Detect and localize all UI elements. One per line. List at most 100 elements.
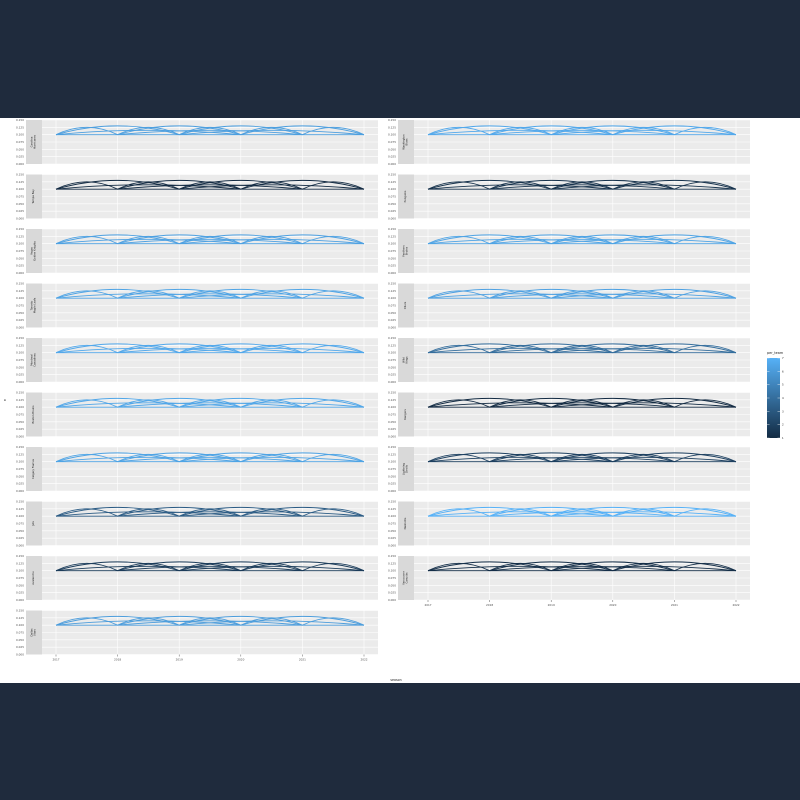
season-arc [612, 562, 675, 572]
facet-panel: 0.000 0.025 0.050 0.075 0.100 0.125 0.150 Vegas… [16, 227, 378, 275]
y-tick-label: 0.150 [16, 227, 24, 231]
season-arc [179, 453, 241, 463]
y-tick-label: 0.125 [16, 452, 24, 456]
facet-strip-label: Oilers [403, 301, 407, 309]
y-tick-label: 0.150 [16, 609, 24, 613]
season-arc [551, 347, 737, 354]
season-arc [612, 453, 675, 463]
season-arc [427, 126, 490, 136]
facet-strip-label: Jets [31, 520, 35, 526]
y-tick-label: 0.075 [388, 358, 396, 362]
season-arc [427, 184, 613, 190]
facet-strip [26, 120, 42, 164]
y-tick-label: 0.075 [16, 304, 24, 308]
season-arc [179, 129, 365, 136]
x-tick-label: 2017 [424, 603, 431, 607]
season-arc [302, 562, 365, 572]
season-arc [55, 456, 241, 463]
y-tick-label: 0.075 [16, 522, 24, 526]
season-arc [302, 126, 365, 136]
y-tick-label: 0.025 [16, 591, 24, 595]
season-arc [612, 508, 675, 517]
y-tick-label: 0.000 [388, 598, 396, 602]
season-arc [117, 126, 180, 136]
season-arc [302, 453, 365, 463]
facet-panel: 0.000 0.025 0.050 0.075 0.100 0.125 0.150 Toron… [16, 282, 378, 330]
season-arc [117, 181, 180, 190]
season-arc [179, 456, 365, 463]
season-arc [674, 508, 737, 517]
season-arc [179, 235, 241, 245]
y-tick-label: 0.050 [16, 529, 24, 533]
y-tick-label: 0.100 [388, 133, 396, 137]
season-arc [117, 562, 180, 572]
y-tick-label: 0.075 [388, 195, 396, 199]
season-arc [427, 399, 490, 408]
y-tick-label: 0.075 [16, 358, 24, 362]
facet-panel: 0.000 0.025 0.050 0.075 0.100 0.125 0.150 Dalla… [16, 609, 378, 657]
y-tick-label: 0.150 [388, 336, 396, 340]
y-tick-label: 0.000 [388, 380, 396, 384]
facet-strip-label: Hurricanes [33, 134, 37, 149]
season-arc [302, 181, 365, 190]
y-tick-label: 0.075 [16, 467, 24, 471]
season-arc [55, 238, 241, 245]
y-tick-label: 0.150 [16, 336, 24, 340]
y-tick-label: 0.050 [16, 256, 24, 260]
season-arc [489, 347, 675, 354]
y-tick-label: 0.125 [16, 616, 24, 620]
facet-strip [398, 174, 414, 219]
facet-strip [398, 120, 414, 164]
facet-panel: 0.000 0.025 0.050 0.075 0.100 0.125 0.150 Avala… [16, 554, 378, 602]
season-arc [551, 456, 737, 463]
season-arc [612, 290, 675, 299]
season-arc [427, 238, 613, 245]
x-tick-label: 2020 [609, 603, 616, 607]
season-arc [489, 293, 675, 299]
y-tick-label: 0.000 [16, 162, 24, 166]
facet-panel: 0.000 0.025 0.050 0.075 0.100 0.125 0.150 Oiler… [388, 282, 750, 330]
y-tick-label: 0.025 [388, 373, 396, 377]
season-arc [489, 456, 675, 463]
y-tick-label: 0.075 [388, 413, 396, 417]
season-arc [551, 129, 737, 136]
facet-strip [26, 556, 42, 600]
season-arc [117, 238, 303, 245]
y-tick-label: 0.150 [388, 391, 396, 395]
y-tick-label: 0.125 [16, 507, 24, 511]
y-tick-label: 0.075 [16, 140, 24, 144]
y-tick-label: 0.150 [16, 391, 24, 395]
season-arc [551, 344, 613, 354]
season-arc [117, 620, 303, 626]
y-tick-label: 0.075 [388, 522, 396, 526]
y-tick-label: 0.025 [16, 645, 24, 649]
facet-strip-label: Maple Leafs [33, 297, 37, 313]
season-arc [179, 562, 241, 572]
facet-panel: 0.000 0.025 0.050 0.075 0.100 0.125 0.150 Montr… [16, 336, 378, 384]
season-arc [551, 293, 737, 299]
season-arc [489, 290, 552, 299]
y-tick-label: 0.025 [16, 318, 24, 322]
season-arc [179, 347, 365, 354]
y-tick-label: 0.000 [388, 271, 396, 275]
y-tick-label: 0.050 [16, 147, 24, 151]
season-arc [55, 126, 118, 136]
season-arc [612, 235, 675, 245]
season-arc [55, 344, 118, 354]
facet-strip [26, 174, 42, 219]
season-arc [240, 453, 303, 463]
season-arc [55, 617, 118, 626]
season-arc [240, 126, 303, 136]
season-arc [117, 290, 180, 299]
season-arc [55, 511, 241, 517]
y-tick-label: 0.075 [388, 140, 396, 144]
season-arc [240, 399, 303, 408]
y-tick-label: 0.100 [388, 514, 396, 518]
y-tick-label: 0.125 [388, 289, 396, 293]
season-arc [117, 347, 303, 354]
season-arc [55, 620, 241, 626]
facet-strip-label: Rangers [403, 409, 407, 420]
facet-strip [398, 392, 414, 437]
season-arc [551, 511, 737, 517]
y-tick-label: 0.100 [16, 187, 24, 191]
